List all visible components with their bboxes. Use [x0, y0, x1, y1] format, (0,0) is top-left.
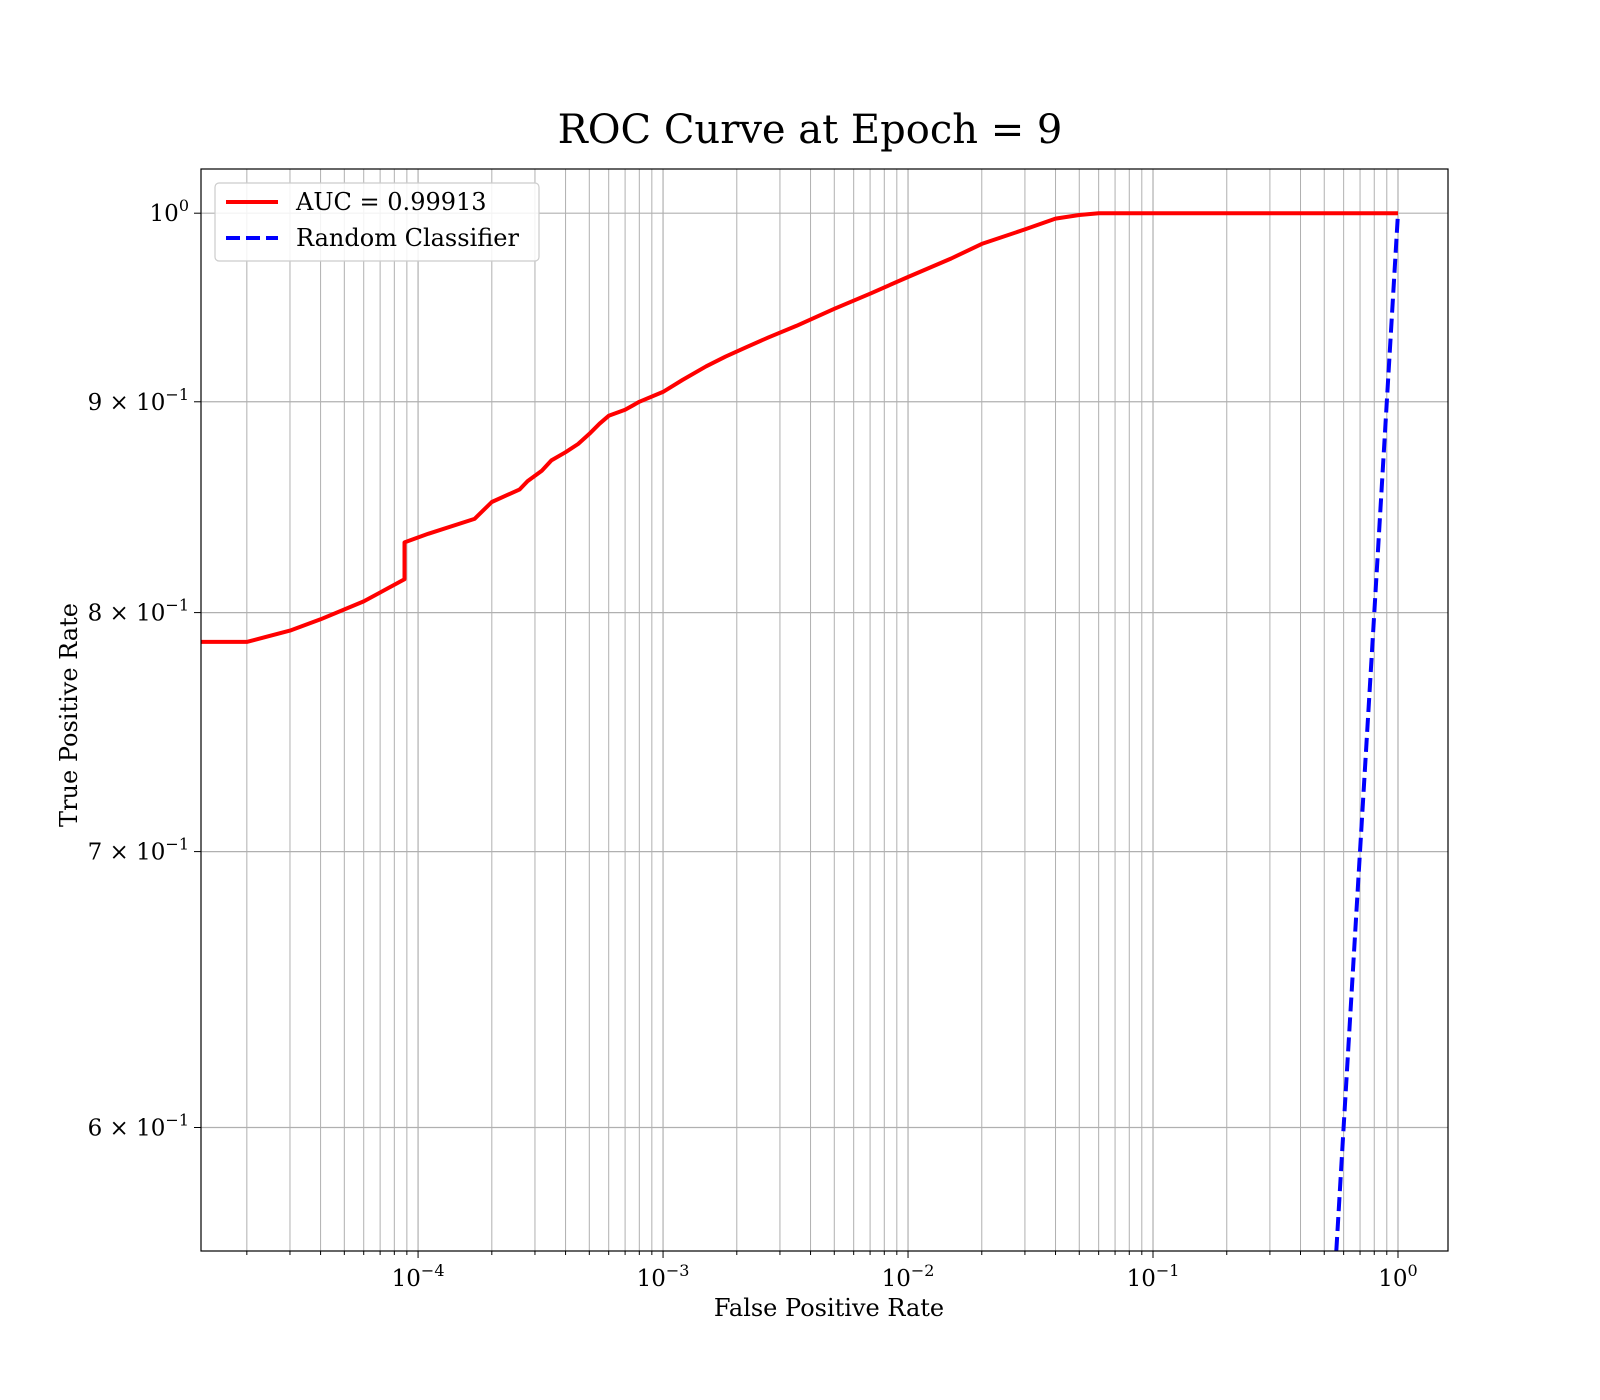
x-tick-label: 10−2 [882, 1261, 935, 1292]
chart-title: ROC Curve at Epoch = 9 [558, 107, 1063, 153]
x-tick-label: 100 [1378, 1261, 1417, 1292]
plot-frame [200, 168, 1449, 1252]
y-tick-label: 100 [150, 196, 189, 227]
legend: AUC = 0.99913 Random Classifier [214, 182, 540, 262]
x-tick-labels: 10−4 10−3 10−2 10−1 100 [392, 1261, 1418, 1292]
y-tick-label: 6 × 10−1 [88, 1111, 189, 1142]
random-classifier-line [1334, 213, 1400, 1251]
y-tick-label: 7 × 10−1 [88, 835, 189, 866]
legend-label-auc: AUC = 0.99913 [295, 188, 487, 216]
x-tick-label: 10−1 [1127, 1261, 1180, 1292]
x-tick-label: 10−4 [392, 1261, 445, 1292]
roc-curve-line [201, 211, 1398, 644]
y-tick-label: 8 × 10−1 [88, 596, 189, 627]
legend-box [214, 182, 540, 262]
x-axis-label: False Positive Rate [714, 1294, 944, 1322]
legend-label-random: Random Classifier [296, 224, 519, 252]
y-axis-label: True Positive Rate [55, 603, 83, 827]
y-tick-label: 9 × 10−1 [88, 385, 189, 416]
y-tick-labels: 100 9 × 10−1 8 × 10−1 7 × 10−1 6 × 10−1 [88, 196, 189, 1141]
grid [201, 169, 1448, 1251]
x-tick-label: 10−3 [637, 1261, 690, 1292]
series-layer [201, 211, 1400, 1251]
tick-marks [194, 212, 1399, 1258]
